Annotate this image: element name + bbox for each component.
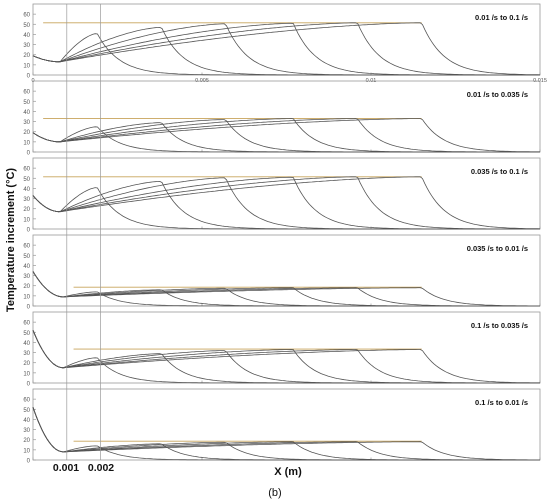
panel-annotation: 0.01 /s to 0.1 /s bbox=[475, 13, 528, 22]
series-line bbox=[32, 407, 540, 461]
chart-panel: 0 10 20 30 40 50 60 0.1 /s to 0.035 /s bbox=[23, 311, 541, 388]
panel-annotation: 0.01 /s to 0.035 /s bbox=[467, 90, 528, 99]
y-tick-label: 30 bbox=[23, 197, 30, 203]
y-tick-label: 40 bbox=[23, 418, 30, 424]
y-tick-label: 20 bbox=[23, 361, 30, 367]
chart-panel: 0 10 20 30 40 50 60 0.035 /s to 0.01 /s bbox=[23, 234, 541, 311]
y-tick-label: 30 bbox=[23, 428, 30, 434]
y-tick-label: 60 bbox=[23, 321, 30, 327]
panel-annotation: 0.1 /s to 0.01 /s bbox=[475, 398, 528, 407]
chart-panel: 0 10 20 30 40 50 60 0.1 /s to 0.01 /s bbox=[23, 388, 541, 465]
x-axis-label: X (m) bbox=[274, 466, 302, 478]
series-line bbox=[32, 33, 540, 76]
y-tick-label: 10 bbox=[23, 217, 30, 223]
y-tick-label: 60 bbox=[23, 90, 30, 96]
series-line bbox=[32, 330, 540, 384]
y-tick-label: 30 bbox=[23, 274, 30, 280]
series-line bbox=[32, 271, 540, 307]
series-line bbox=[32, 176, 541, 230]
series-line bbox=[32, 330, 540, 384]
y-tick-label: 20 bbox=[23, 207, 30, 213]
panel-annotation: 0.035 /s to 0.1 /s bbox=[471, 167, 528, 176]
y-tick-label: 60 bbox=[23, 398, 30, 404]
series-line bbox=[32, 187, 540, 230]
marker-label-0001: 0.001 bbox=[53, 462, 79, 474]
y-tick-label: 20 bbox=[23, 130, 30, 136]
series-line bbox=[32, 407, 540, 461]
y-tick-label: 50 bbox=[23, 177, 30, 183]
y-tick-label: 30 bbox=[23, 43, 30, 49]
series-line bbox=[32, 118, 540, 153]
panel-frame bbox=[32, 311, 541, 384]
panel-frame bbox=[32, 157, 541, 230]
chart-panel: 0 10 20 30 40 50 60 0.01 /s to 0.035 /s bbox=[23, 80, 541, 157]
y-tick-label: 10 bbox=[23, 448, 30, 454]
y-tick-label: 10 bbox=[23, 371, 30, 377]
series-line bbox=[32, 330, 540, 384]
y-tick-label: 50 bbox=[23, 331, 30, 337]
y-tick-label: 0 bbox=[27, 228, 31, 234]
series-line bbox=[32, 271, 540, 307]
y-axis-label: Temperature increment (°C) bbox=[5, 168, 17, 313]
y-tick-label: 40 bbox=[23, 110, 30, 116]
series-line bbox=[32, 330, 540, 384]
series-line bbox=[32, 126, 540, 153]
y-tick-label: 40 bbox=[23, 341, 30, 347]
y-tick-label: 40 bbox=[23, 187, 30, 193]
y-tick-label: 50 bbox=[23, 100, 30, 106]
y-tick-label: 30 bbox=[23, 351, 30, 357]
y-tick-label: 60 bbox=[23, 13, 30, 19]
y-tick-label: 10 bbox=[23, 140, 30, 146]
y-tick-label: 0 bbox=[27, 74, 31, 80]
y-tick-label: 50 bbox=[23, 23, 30, 29]
y-tick-label: 20 bbox=[23, 438, 30, 444]
y-tick-label: 30 bbox=[23, 120, 30, 126]
series-line bbox=[32, 330, 540, 384]
series-line bbox=[32, 22, 540, 76]
y-tick-label: 0 bbox=[27, 459, 31, 465]
y-tick-label: 40 bbox=[23, 264, 30, 270]
y-tick-label: 0 bbox=[27, 305, 31, 311]
marker-lines bbox=[66, 4, 101, 460]
y-tick-label: 0 bbox=[27, 151, 31, 157]
series-line bbox=[32, 176, 540, 230]
series-line bbox=[32, 176, 540, 230]
y-tick-label: 60 bbox=[23, 167, 30, 173]
series-line bbox=[32, 407, 540, 461]
y-tick-label: 50 bbox=[23, 254, 30, 260]
y-tick-label: 20 bbox=[23, 284, 30, 290]
y-tick-label: 10 bbox=[23, 294, 30, 300]
series-line bbox=[32, 22, 541, 76]
y-tick-label: 60 bbox=[23, 244, 30, 250]
y-tick-label: 10 bbox=[23, 63, 30, 69]
panel-frame bbox=[32, 80, 541, 153]
series-line bbox=[32, 22, 540, 76]
figure-caption: (b) bbox=[268, 487, 281, 499]
y-tick-label: 50 bbox=[23, 408, 30, 414]
marker-label-0002: 0.002 bbox=[88, 462, 114, 474]
panel-annotation: 0.1 /s to 0.035 /s bbox=[471, 321, 528, 330]
series-line bbox=[32, 330, 540, 384]
chart-panel: 0 10 20 30 40 50 60 0.035 /s to 0.1 /s bbox=[23, 157, 541, 234]
panel-annotation: 0.035 /s to 0.01 /s bbox=[467, 244, 528, 253]
y-tick-label: 20 bbox=[23, 53, 30, 59]
series-line bbox=[32, 118, 540, 153]
y-tick-label: 0 bbox=[27, 382, 31, 388]
y-tick-label: 40 bbox=[23, 33, 30, 39]
